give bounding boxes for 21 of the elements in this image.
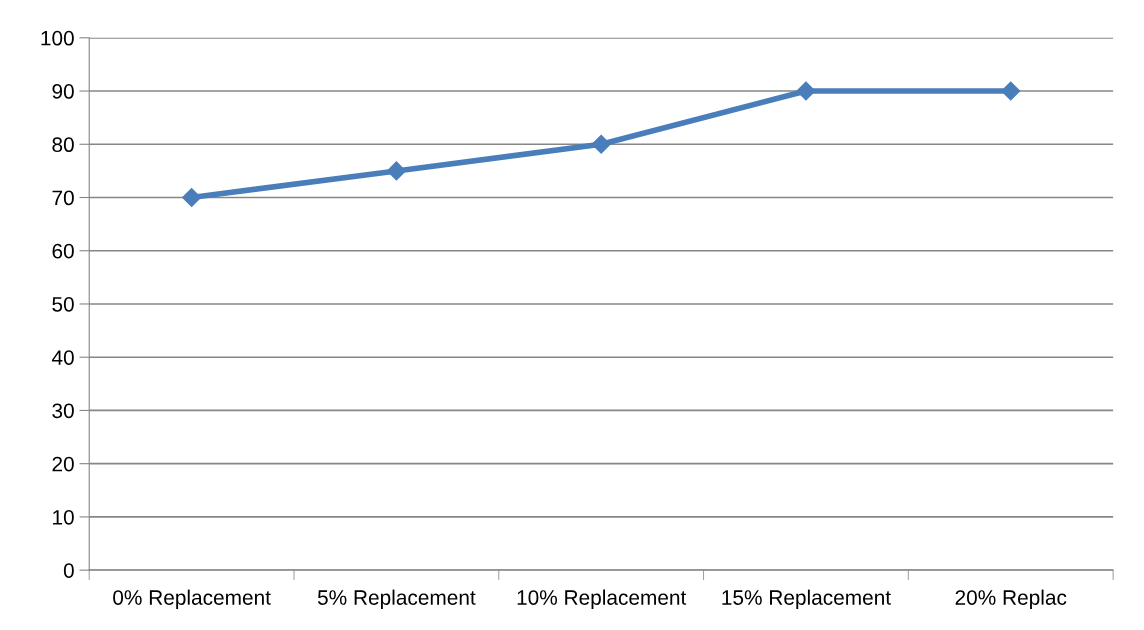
y-tick-label: 50 bbox=[52, 296, 74, 312]
x-tick-label: 15% Replacement bbox=[722, 589, 891, 610]
x-tick-label: 0% Replacement bbox=[113, 589, 271, 610]
x-tick-label: 20% Replac bbox=[955, 589, 1067, 610]
point bbox=[1001, 81, 1021, 101]
y-tick-label: 30 bbox=[52, 403, 74, 419]
point bbox=[796, 81, 816, 101]
y-tick-label: 40 bbox=[51, 350, 74, 365]
x-tick-label: 10% Replacement bbox=[517, 589, 687, 610]
y-tick-label: 90 bbox=[52, 84, 74, 99]
point bbox=[591, 134, 611, 154]
x-tick-label: 5% Replacement bbox=[317, 589, 476, 610]
y-tick-label: 70 bbox=[52, 190, 74, 206]
y-tick-label: 0 bbox=[63, 563, 74, 578]
y-tick-label: 100 bbox=[41, 30, 74, 46]
y-tick-label: 10 bbox=[53, 509, 74, 525]
y-tick-label: 80 bbox=[52, 137, 74, 153]
point bbox=[182, 187, 202, 208]
y-tick-label: 60 bbox=[52, 243, 74, 259]
y-tick-label: 20 bbox=[52, 456, 74, 472]
point bbox=[386, 161, 406, 181]
